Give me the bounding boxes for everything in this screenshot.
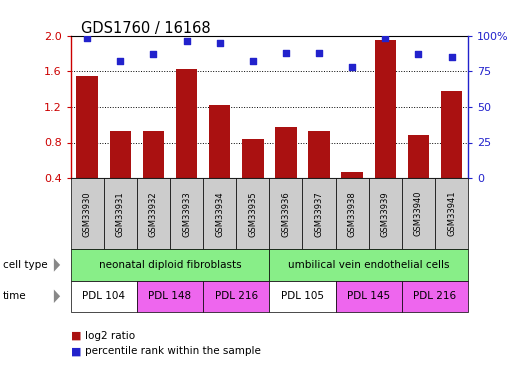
Text: log2 ratio: log2 ratio xyxy=(85,331,135,340)
Text: GSM33939: GSM33939 xyxy=(381,191,390,237)
Text: GSM33932: GSM33932 xyxy=(149,191,158,237)
Polygon shape xyxy=(54,290,60,303)
Text: GSM33934: GSM33934 xyxy=(215,191,224,237)
Point xyxy=(183,38,191,44)
Text: PDL 105: PDL 105 xyxy=(281,291,324,301)
Text: ■: ■ xyxy=(71,346,81,356)
Bar xyxy=(308,131,330,178)
Bar xyxy=(76,76,98,178)
Polygon shape xyxy=(54,258,60,272)
Text: time: time xyxy=(3,291,26,301)
Text: PDL 148: PDL 148 xyxy=(149,291,191,301)
Text: PDL 216: PDL 216 xyxy=(214,291,258,301)
Text: GSM33930: GSM33930 xyxy=(83,191,92,237)
Text: GSM33937: GSM33937 xyxy=(314,191,324,237)
Bar xyxy=(342,172,363,178)
Text: PDL 216: PDL 216 xyxy=(413,291,457,301)
Point xyxy=(149,51,157,57)
Point xyxy=(315,50,323,56)
Text: GSM33931: GSM33931 xyxy=(116,191,125,237)
Text: GSM33940: GSM33940 xyxy=(414,191,423,237)
Point xyxy=(215,40,224,46)
Text: GSM33933: GSM33933 xyxy=(182,191,191,237)
Point xyxy=(414,51,423,57)
Point xyxy=(348,64,356,70)
Text: GSM33936: GSM33936 xyxy=(281,191,290,237)
Text: percentile rank within the sample: percentile rank within the sample xyxy=(85,346,261,356)
Text: GSM33935: GSM33935 xyxy=(248,191,257,237)
Point xyxy=(447,54,456,60)
Point xyxy=(282,50,290,56)
Bar xyxy=(275,128,297,178)
Bar xyxy=(242,139,264,178)
Text: GSM33941: GSM33941 xyxy=(447,191,456,237)
Text: cell type: cell type xyxy=(3,260,47,270)
Text: GDS1760 / 16168: GDS1760 / 16168 xyxy=(81,21,211,36)
Bar xyxy=(374,40,396,178)
Bar xyxy=(109,131,131,178)
Point xyxy=(83,36,92,42)
Bar xyxy=(407,135,429,178)
Text: ■: ■ xyxy=(71,331,81,340)
Text: umbilical vein endothelial cells: umbilical vein endothelial cells xyxy=(288,260,449,270)
Text: PDL 145: PDL 145 xyxy=(347,291,390,301)
Point xyxy=(116,58,124,64)
Text: PDL 104: PDL 104 xyxy=(82,291,125,301)
Bar xyxy=(143,131,164,178)
Point xyxy=(248,58,257,64)
Text: GSM33938: GSM33938 xyxy=(348,191,357,237)
Bar xyxy=(176,69,197,178)
Bar xyxy=(209,105,231,178)
Point xyxy=(381,36,390,42)
Bar xyxy=(441,91,462,178)
Text: neonatal diploid fibroblasts: neonatal diploid fibroblasts xyxy=(99,260,241,270)
